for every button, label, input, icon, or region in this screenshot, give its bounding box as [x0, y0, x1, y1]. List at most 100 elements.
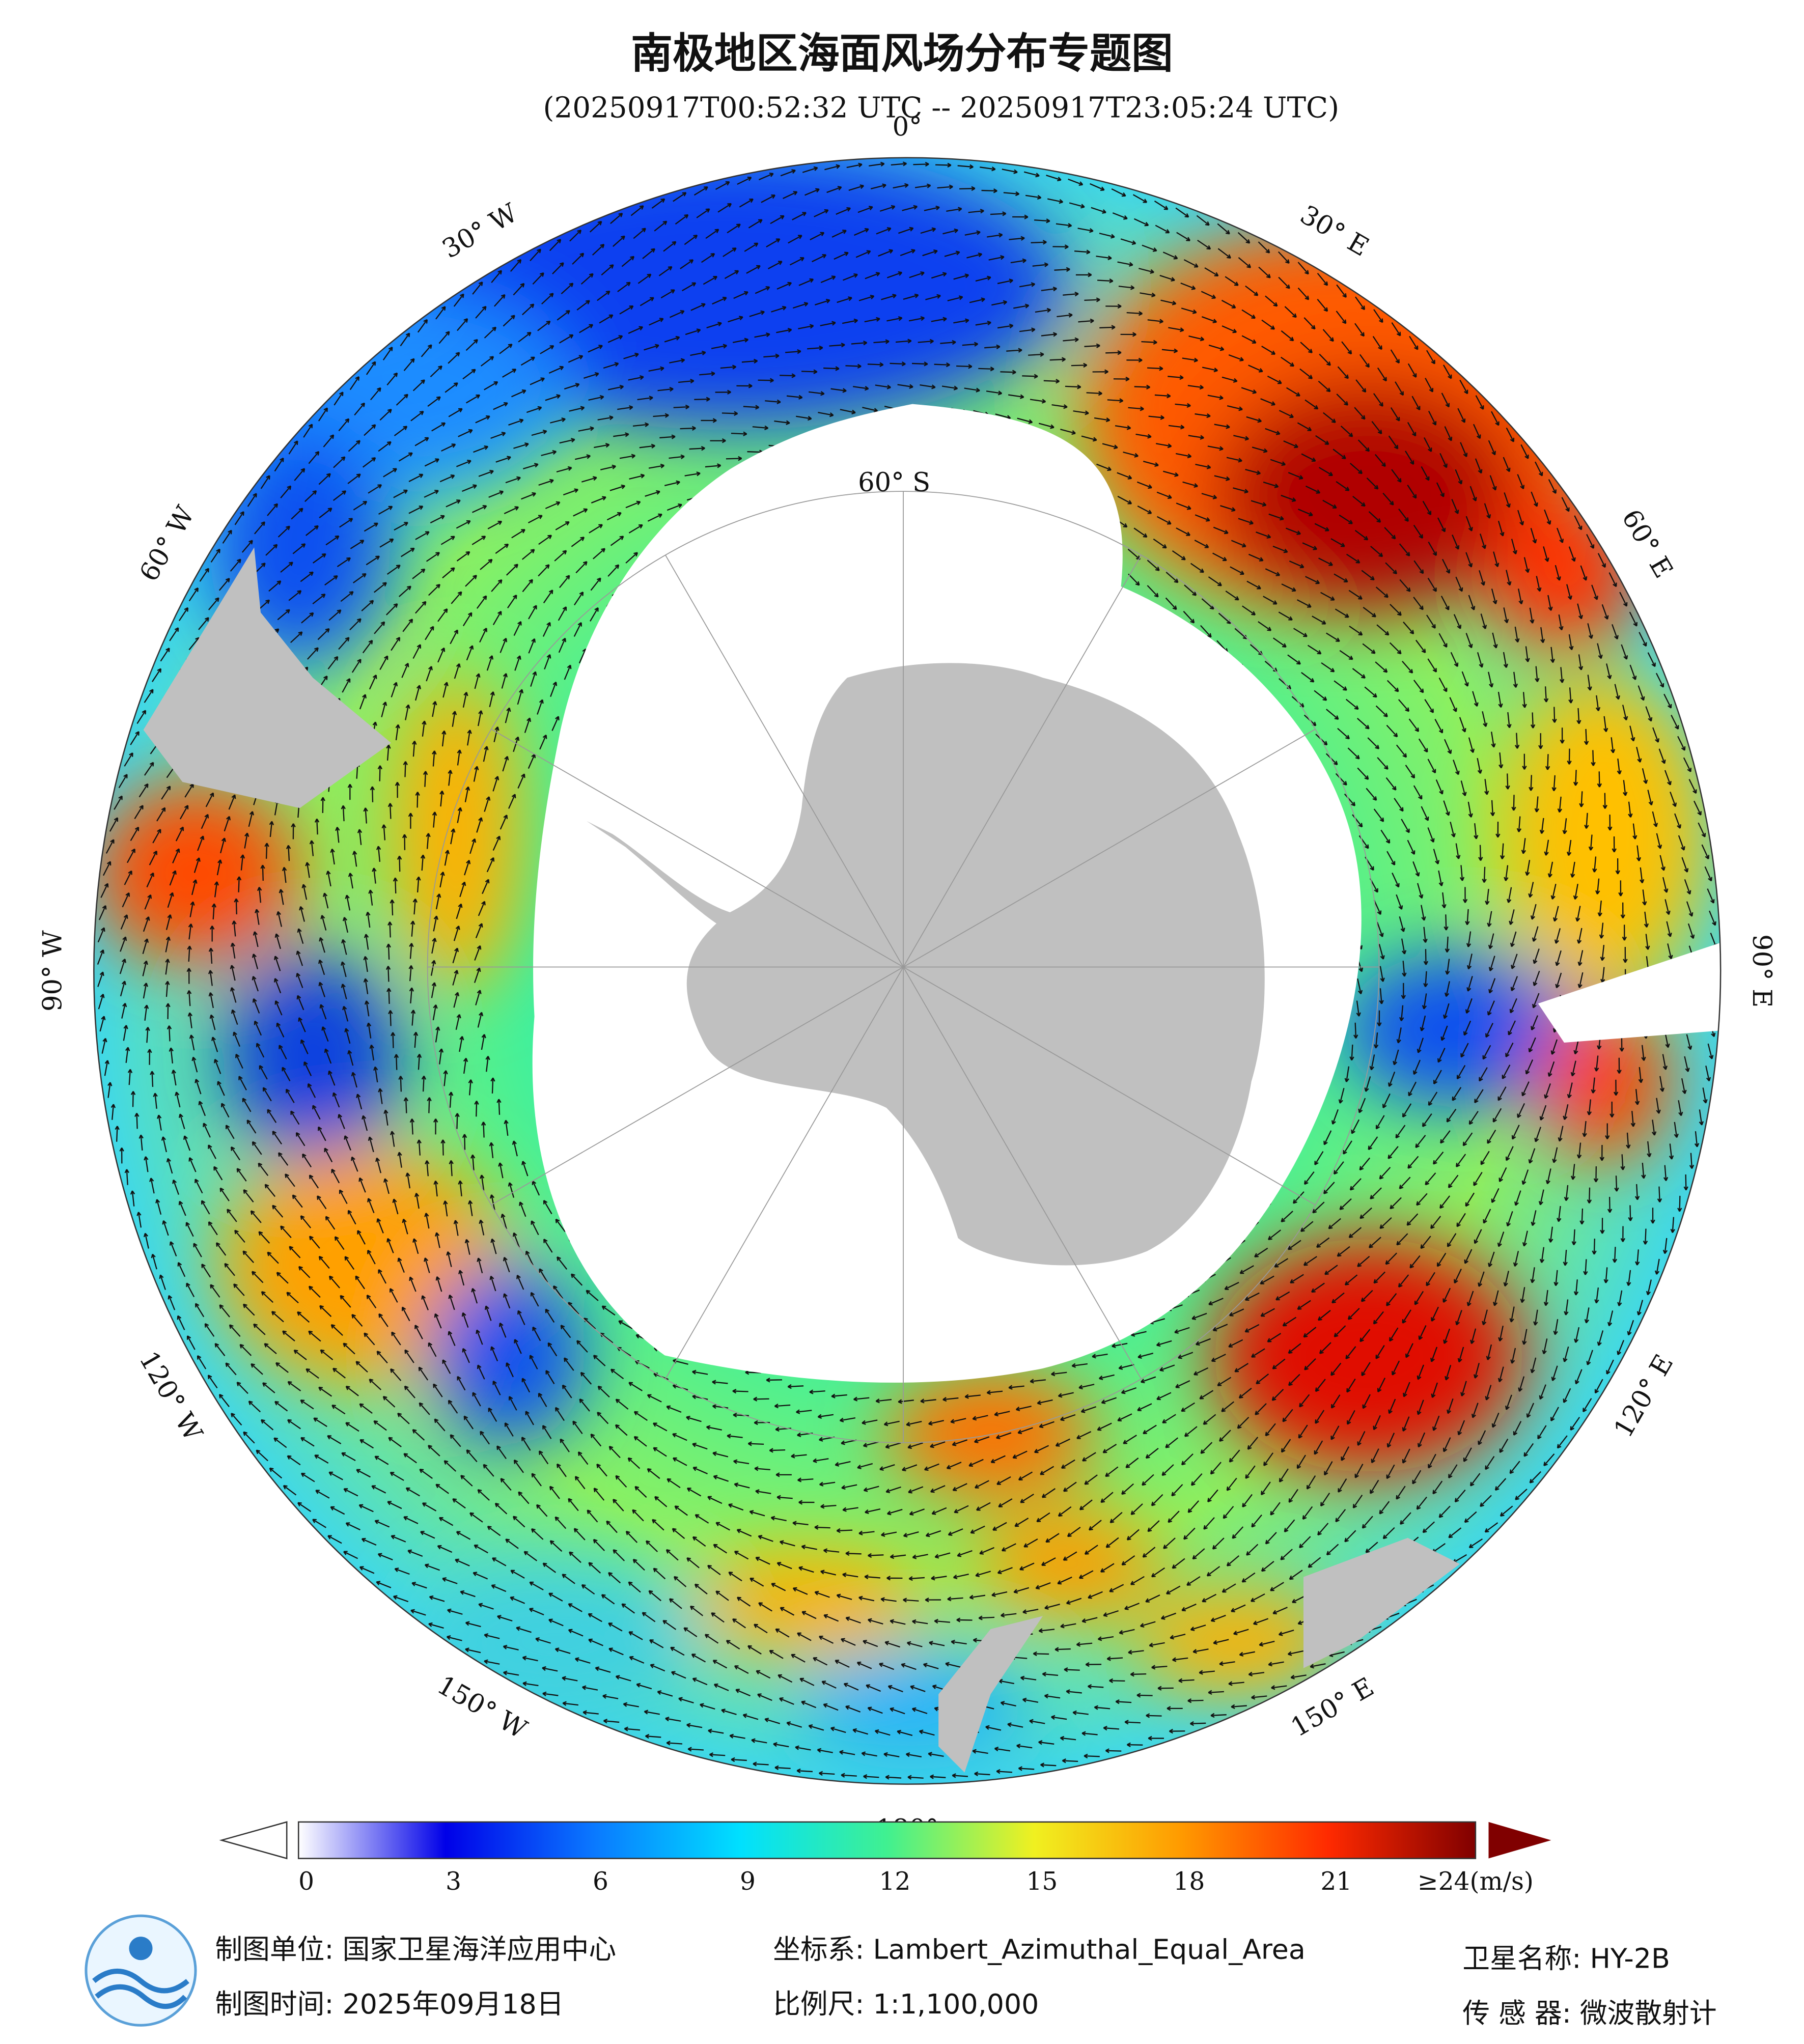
wind-arrow: [841, 1638, 856, 1646]
wind-arrow: [343, 1342, 355, 1355]
wind-arrow: [442, 1359, 451, 1374]
wind-arrow: [1530, 1267, 1535, 1283]
wind-arrow: [433, 1118, 438, 1135]
wind-arrow: [298, 1017, 306, 1032]
wind-arrow: [464, 860, 471, 876]
wind-arrow: [588, 345, 603, 353]
wind-arrow: [1008, 394, 1024, 399]
wind-arrow: [1251, 500, 1267, 507]
wind-arrow: [1326, 632, 1340, 642]
wind-arrow: [308, 1330, 321, 1342]
wind-arrow: [1263, 1452, 1274, 1466]
wind-arrow: [713, 1475, 729, 1482]
wind-arrow: [458, 429, 473, 437]
wind-arrow: [603, 362, 619, 369]
wind-arrow: [455, 1014, 461, 1030]
wind-arrow: [925, 1597, 941, 1603]
wind-arrow: [673, 404, 689, 410]
wind-arrow: [1373, 1271, 1385, 1284]
wind-arrow: [318, 1255, 330, 1269]
wind-arrow: [1058, 1392, 1074, 1398]
wind-arrow: [1000, 370, 1016, 375]
wind-arrow: [368, 1136, 374, 1153]
wind-arrow: [410, 920, 415, 937]
wind-arrow: [1388, 1398, 1396, 1414]
wind-arrow: [481, 1122, 486, 1138]
wind-arrow: [1071, 1363, 1088, 1368]
wind-arrow: [912, 361, 928, 367]
wind-arrow: [376, 1218, 384, 1234]
wind-arrow: [1028, 352, 1044, 357]
wind-arrow: [1222, 376, 1238, 383]
wind-arrow: [569, 406, 585, 412]
wind-arrow: [437, 608, 448, 622]
wind-arrow: [370, 786, 375, 802]
wind-arrow: [293, 1350, 307, 1360]
wind-arrow: [1079, 1499, 1093, 1510]
wind-arrow: [632, 422, 649, 427]
wind-arrow: [823, 366, 840, 371]
wind-arrow: [414, 437, 429, 446]
wind-arrow: [1123, 1435, 1137, 1444]
wind-arrow: [1270, 459, 1286, 466]
wind-arrow: [1084, 343, 1100, 348]
wind-arrow: [956, 364, 973, 369]
wind-arrow: [753, 1396, 769, 1402]
wind-arrow: [427, 1097, 432, 1113]
wind-arrow: [517, 1310, 525, 1325]
wind-arrow: [941, 385, 958, 390]
wind-arrow: [1151, 1494, 1163, 1506]
wind-arrow: [1491, 1188, 1500, 1203]
wind-arrow: [1413, 1059, 1421, 1075]
wind-arrow: [1286, 527, 1301, 535]
wind-arrow: [1380, 829, 1391, 844]
wind-arrow: [809, 391, 825, 396]
wind-arrow: [734, 1551, 749, 1560]
wind-arrow: [1347, 1410, 1355, 1425]
wind-arrow: [1097, 1636, 1114, 1641]
wind-arrow: [410, 1010, 416, 1026]
wind-arrow: [1288, 1489, 1298, 1503]
wind-arrow: [224, 816, 231, 832]
wind-arrow: [1395, 1125, 1406, 1139]
wind-arrow: [1200, 1442, 1213, 1454]
wind-arrow: [660, 289, 675, 299]
wind-arrow: [1352, 668, 1366, 679]
wind-arrow: [1119, 1629, 1135, 1635]
wind-arrow: [1521, 838, 1527, 854]
wind-arrow: [1474, 823, 1479, 839]
wind-arrow: [492, 1557, 507, 1566]
wind-arrow: [298, 1266, 311, 1278]
wind-arrow: [1036, 1512, 1050, 1523]
wind-arrow: [1168, 1510, 1180, 1523]
wind-arrow: [880, 1597, 897, 1602]
wind-arrow: [191, 1056, 198, 1073]
wind-arrow: [417, 1054, 422, 1070]
wind-arrow: [954, 1505, 969, 1514]
wind-arrow: [257, 887, 262, 903]
wind-arrow: [1346, 553, 1361, 564]
wind-arrow: [368, 889, 373, 906]
wind-arrow: [1335, 1509, 1346, 1523]
wind-arrow: [649, 1639, 664, 1648]
wind-arrow: [732, 1618, 746, 1629]
wind-arrow: [1361, 570, 1375, 581]
wind-arrow: [512, 1140, 518, 1157]
wind-arrow: [1017, 417, 1033, 424]
wind-arrow: [858, 294, 875, 301]
wind-arrow: [623, 352, 639, 359]
wind-arrow: [952, 1483, 967, 1491]
wind-arrow: [599, 314, 614, 324]
wind-arrow: [290, 1110, 300, 1125]
wind-arrow: [208, 1144, 216, 1159]
wind-arrow: [1170, 1634, 1186, 1640]
wind-arrow: [576, 1340, 588, 1353]
wind-arrow: [267, 1251, 279, 1264]
wind-arrow: [1088, 1520, 1102, 1531]
wind-arrow: [541, 450, 557, 456]
wind-arrow: [1591, 1077, 1596, 1094]
wind-arrow: [1464, 1249, 1473, 1264]
wind-arrow: [686, 1557, 700, 1569]
wind-arrow: [978, 1615, 995, 1620]
wind-arrow: [261, 1291, 274, 1303]
